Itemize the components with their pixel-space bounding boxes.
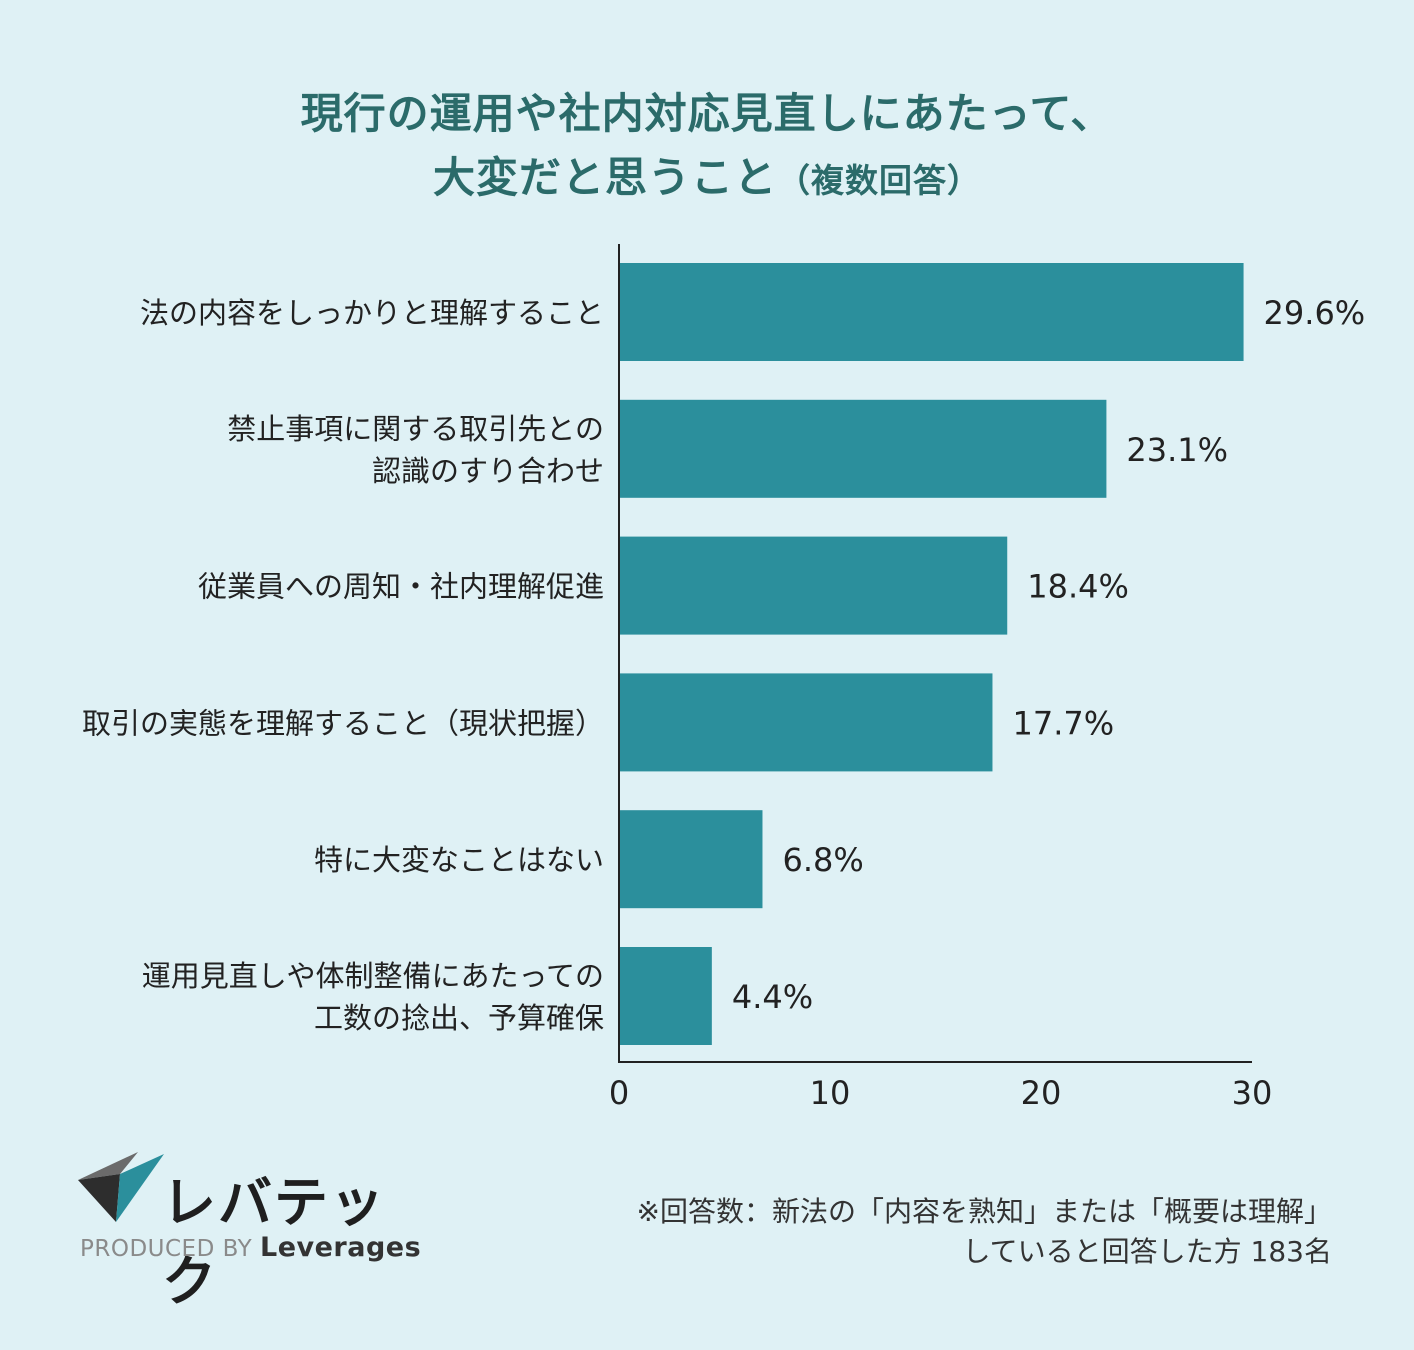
title-line-2-main: 大変だと思うこと bbox=[432, 153, 777, 202]
x-tick-label: 30 bbox=[1232, 1074, 1273, 1112]
data-label: 17.7% bbox=[1012, 704, 1114, 742]
bar-chart: 29.6% 法の内容をしっかりと理解すること 23.1% 禁止事項に関する取引先との認… bbox=[82, 244, 1366, 1112]
company-name: Leverages bbox=[260, 1232, 422, 1263]
bar bbox=[619, 673, 993, 772]
category-label: 認識のすり合わせ bbox=[372, 454, 604, 488]
data-label: 29.6% bbox=[1264, 294, 1366, 332]
category-label: 従業員への周知・社内理解促進 bbox=[198, 570, 604, 604]
produced-by-line: PRODUCED BY Leverages bbox=[80, 1232, 421, 1263]
bar bbox=[619, 263, 1244, 361]
footnote-line-1: ※回答数：新法の「内容を熟知」または「概要は理解」 bbox=[636, 1195, 1332, 1228]
title-suffix: （複数回答） bbox=[777, 161, 981, 200]
category-label: 禁止事項に関する取引先との bbox=[227, 412, 604, 446]
title-line-1: 現行の運用や社内対応見直しにあたって、 bbox=[300, 89, 1114, 138]
logo-wordmark: レバテック bbox=[162, 1171, 386, 1313]
bar bbox=[619, 399, 1107, 498]
footnote-line-2: していると回答した方 183名 bbox=[962, 1235, 1332, 1268]
x-tick-label: 0 bbox=[609, 1074, 629, 1112]
logo-mark-icon bbox=[78, 1152, 164, 1222]
bar bbox=[619, 947, 712, 1045]
category-label: 運用見直しや体制整備にあたっての bbox=[142, 959, 604, 993]
x-tick-label: 20 bbox=[1021, 1074, 1062, 1112]
data-label: 4.4% bbox=[732, 978, 813, 1016]
data-label: 18.4% bbox=[1027, 568, 1129, 606]
category-label: 工数の捻出、予算確保 bbox=[314, 1001, 604, 1035]
leverages-logo: レバテック PRODUCED BY Leverages bbox=[78, 1150, 438, 1313]
produced-by-text: PRODUCED BY bbox=[80, 1236, 253, 1262]
bar bbox=[619, 536, 1008, 635]
bar bbox=[619, 810, 763, 909]
footnote: ※回答数：新法の「内容を熟知」または「概要は理解」 していると回答した方 183… bbox=[637, 1192, 1332, 1272]
title-line-2: 大変だと思うこと（複数回答） bbox=[0, 146, 1414, 213]
x-tick-label: 10 bbox=[810, 1074, 851, 1112]
category-label: 取引の実態を理解すること（現状把握） bbox=[82, 706, 604, 740]
data-label: 23.1% bbox=[1126, 431, 1228, 469]
chart-title: 現行の運用や社内対応見直しにあたって、 大変だと思うこと（複数回答） bbox=[0, 82, 1414, 213]
category-label: 法の内容をしっかりと理解すること bbox=[140, 296, 604, 330]
data-label: 6.8% bbox=[782, 841, 863, 879]
category-label: 特に大変なことはない bbox=[314, 843, 604, 877]
